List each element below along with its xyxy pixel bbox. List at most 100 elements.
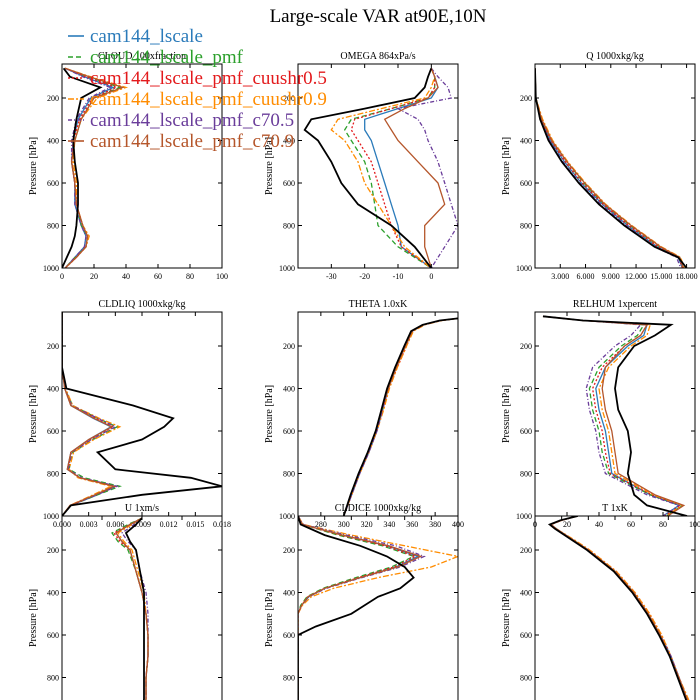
y-axis-label: Pressure [hPa]	[264, 589, 275, 647]
legend-item-cam144-lscale-pmf-cuushr0-9: cam144_lscale_pmf_cuushr0.9	[68, 89, 327, 110]
x-tick-label: 320	[361, 520, 373, 529]
y-tick-label: 200	[283, 342, 295, 351]
panel-q: Q 1000xkg/kg Pressure [hPa] 3.000 6.000 9.00…	[501, 51, 698, 281]
series-group	[62, 312, 222, 516]
x-tick-label: 0	[429, 272, 433, 281]
series-line-cam144-lscale-pmf-c70-9	[64, 67, 125, 268]
y-tick-label: 800	[47, 674, 59, 683]
y-tick-label: 1000	[516, 512, 532, 521]
axis-frame	[297, 63, 459, 269]
y-tick-label: 600	[283, 631, 295, 640]
x-tick-label: 280	[315, 520, 327, 529]
x-tick-label: 40	[122, 272, 130, 281]
y-tick-label: 800	[47, 222, 59, 231]
panel-title: RELHUM 1xpercent	[573, 299, 657, 310]
x-tick-label: 0.015	[186, 520, 204, 529]
series-line-cam144-lscale-pmf-c70-5	[121, 517, 149, 700]
series-line-cam144-lscale	[535, 68, 684, 268]
y-tick-label: 600	[283, 179, 295, 188]
series-line-cam144-lscale-pmf-cuushr0-5	[343, 317, 458, 516]
series-line-cam144-lscale-pmf-cuushr0-9	[542, 315, 684, 516]
y-tick-label: 400	[520, 137, 532, 146]
legend-label: cam144_lscale_pmf_cuushr0.5	[90, 68, 327, 89]
y-tick-label: 400	[47, 385, 59, 394]
y-tick-label: 1000	[279, 264, 295, 273]
y-tick-label: 200	[283, 94, 295, 103]
x-tick-label: 380	[429, 520, 441, 529]
y-tick-label: 600	[47, 631, 59, 640]
series-line-cam144-lscale-pmf-cuushr0-5	[549, 516, 689, 700]
y-tick-label: 600	[47, 179, 59, 188]
y-tick-label: 600	[520, 631, 532, 640]
series-line-cam144-lscale-pmf	[343, 68, 436, 268]
series-line-cam144-lscale-pmf-c70-5	[62, 312, 120, 516]
series-line-cam144-lscale-pmf-cuushr0-9	[535, 68, 685, 268]
y-axis-label: Pressure [hPa]	[501, 137, 512, 195]
series-group	[542, 315, 688, 516]
series-line-cam144-lscale-pmf-c70-9	[542, 315, 686, 516]
x-tick-label: 100	[216, 272, 228, 281]
series-line-cam144-lscale-pmf-c70-9	[343, 317, 458, 516]
series-group	[547, 516, 690, 700]
y-tick-label: 400	[283, 385, 295, 394]
x-tick-label: 20	[90, 272, 98, 281]
series-group	[298, 516, 458, 700]
x-tick-label: 80	[659, 520, 667, 529]
y-tick-label: 600	[47, 427, 59, 436]
y-axis-label: Pressure [hPa]	[28, 137, 39, 195]
series-line-cam144-lscale-pmf	[343, 317, 458, 516]
x-tick-label: 0.003	[80, 520, 98, 529]
reference-line	[62, 67, 103, 268]
series-line-cam144-lscale-pmf-c70-9	[298, 516, 423, 700]
x-tick-label: 360	[406, 520, 418, 529]
series-line-cam144-lscale-pmf-cuushr0-9	[549, 516, 690, 700]
y-tick-label: 200	[47, 546, 59, 555]
y-tick-label: 800	[283, 222, 295, 231]
series-line-cam144-lscale-pmf-c70-5	[535, 68, 682, 268]
panel-title: CLDICE 1000xkg/kg	[335, 503, 421, 514]
y-tick-label: 800	[283, 470, 295, 479]
series-line-cam144-lscale-pmf-cuushr0-9	[62, 312, 122, 516]
series-group	[342, 317, 458, 516]
x-tick-label: 18.000	[676, 272, 698, 281]
y-tick-label: 800	[520, 222, 532, 231]
series-line-cam144-lscale-pmf	[542, 315, 684, 516]
y-tick-label: 1000	[43, 512, 59, 521]
y-axis-label: Pressure [hPa]	[28, 589, 39, 647]
x-tick-label: 15.000	[650, 272, 672, 281]
x-tick-label: 3.000	[551, 272, 569, 281]
series-line-cam144-lscale	[542, 315, 681, 516]
y-tick-label: 200	[283, 546, 295, 555]
axis-frame	[297, 311, 459, 517]
reference-line	[303, 67, 433, 268]
y-tick-label: 800	[47, 470, 59, 479]
series-line-cam144-lscale-pmf-cuushr0-5	[535, 68, 684, 268]
axis-frame	[61, 63, 223, 269]
legend-item-cam144-lscale-pmf-cuushr0-5: cam144_lscale_pmf_cuushr0.5	[68, 68, 327, 89]
legend: cam144_lscalecam144_lscale_pmfcam144_lsc…	[68, 26, 327, 152]
y-tick-label: 1000	[279, 512, 295, 521]
reference-line	[547, 516, 688, 700]
series-line-cam144-lscale-pmf-cuushr0-9	[117, 517, 149, 700]
reference-line	[62, 312, 222, 516]
y-axis-label: Pressure [hPa]	[501, 385, 512, 443]
x-tick-label: 340	[383, 520, 395, 529]
y-tick-label: 400	[520, 385, 532, 394]
legend-label: cam144_lscale	[90, 26, 203, 47]
y-tick-label: 600	[520, 427, 532, 436]
axis-frame	[61, 515, 223, 700]
panel-title: T 1xK	[602, 503, 628, 514]
x-tick-label: 60	[627, 520, 635, 529]
series-group	[535, 68, 688, 268]
panel-title: THETA 1.0xK	[349, 299, 408, 310]
y-tick-label: 800	[520, 470, 532, 479]
series-line-cam144-lscale	[343, 317, 458, 516]
y-tick-label: 1000	[516, 264, 532, 273]
axis-frame	[534, 515, 696, 700]
reference-line	[542, 315, 688, 516]
